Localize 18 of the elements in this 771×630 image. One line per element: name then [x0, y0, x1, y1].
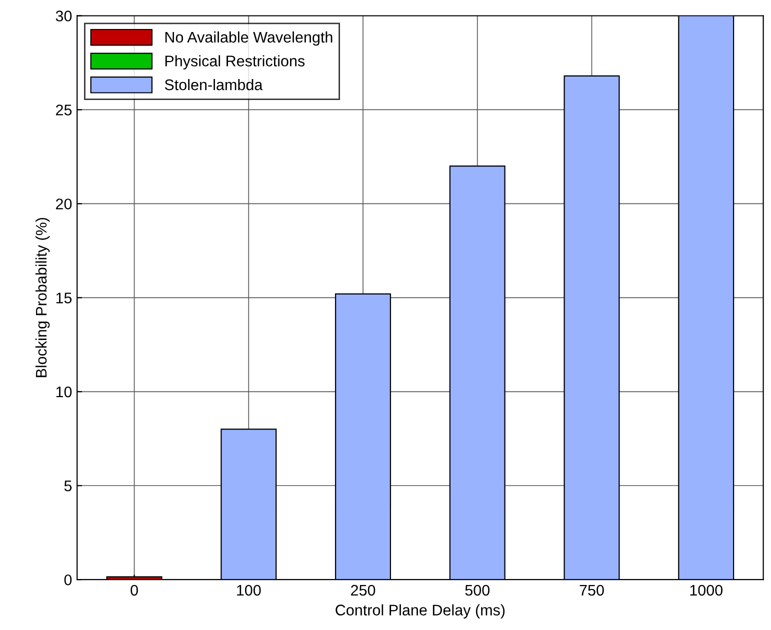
legend-label: Stolen-lambda: [164, 79, 263, 90]
x-tick-label: 0: [130, 584, 138, 596]
y-tick-label: 5: [64, 480, 72, 492]
x-tick-label: 100: [237, 584, 261, 596]
x-tick-label: 750: [580, 584, 604, 596]
x-tick-label: 250: [351, 584, 376, 596]
y-tick-label: 20: [56, 198, 72, 210]
legend-label: Physical Restrictions: [165, 55, 305, 70]
y-tick-label: 10: [56, 386, 72, 398]
x-tick-label: 1000: [690, 584, 723, 596]
legend-label: No Available Wavelength: [165, 31, 332, 46]
y-tick-label: 25: [56, 104, 72, 116]
y-tick-label: 30: [56, 10, 72, 22]
x-axis-title: Control Plane Delay (ms): [336, 604, 505, 618]
y-tick-label: 0: [64, 574, 72, 586]
y-tick-label: 15: [56, 292, 72, 304]
y-axis-title: Blocking Probability (%): [35, 218, 50, 378]
x-tick-label: 500: [465, 584, 490, 596]
